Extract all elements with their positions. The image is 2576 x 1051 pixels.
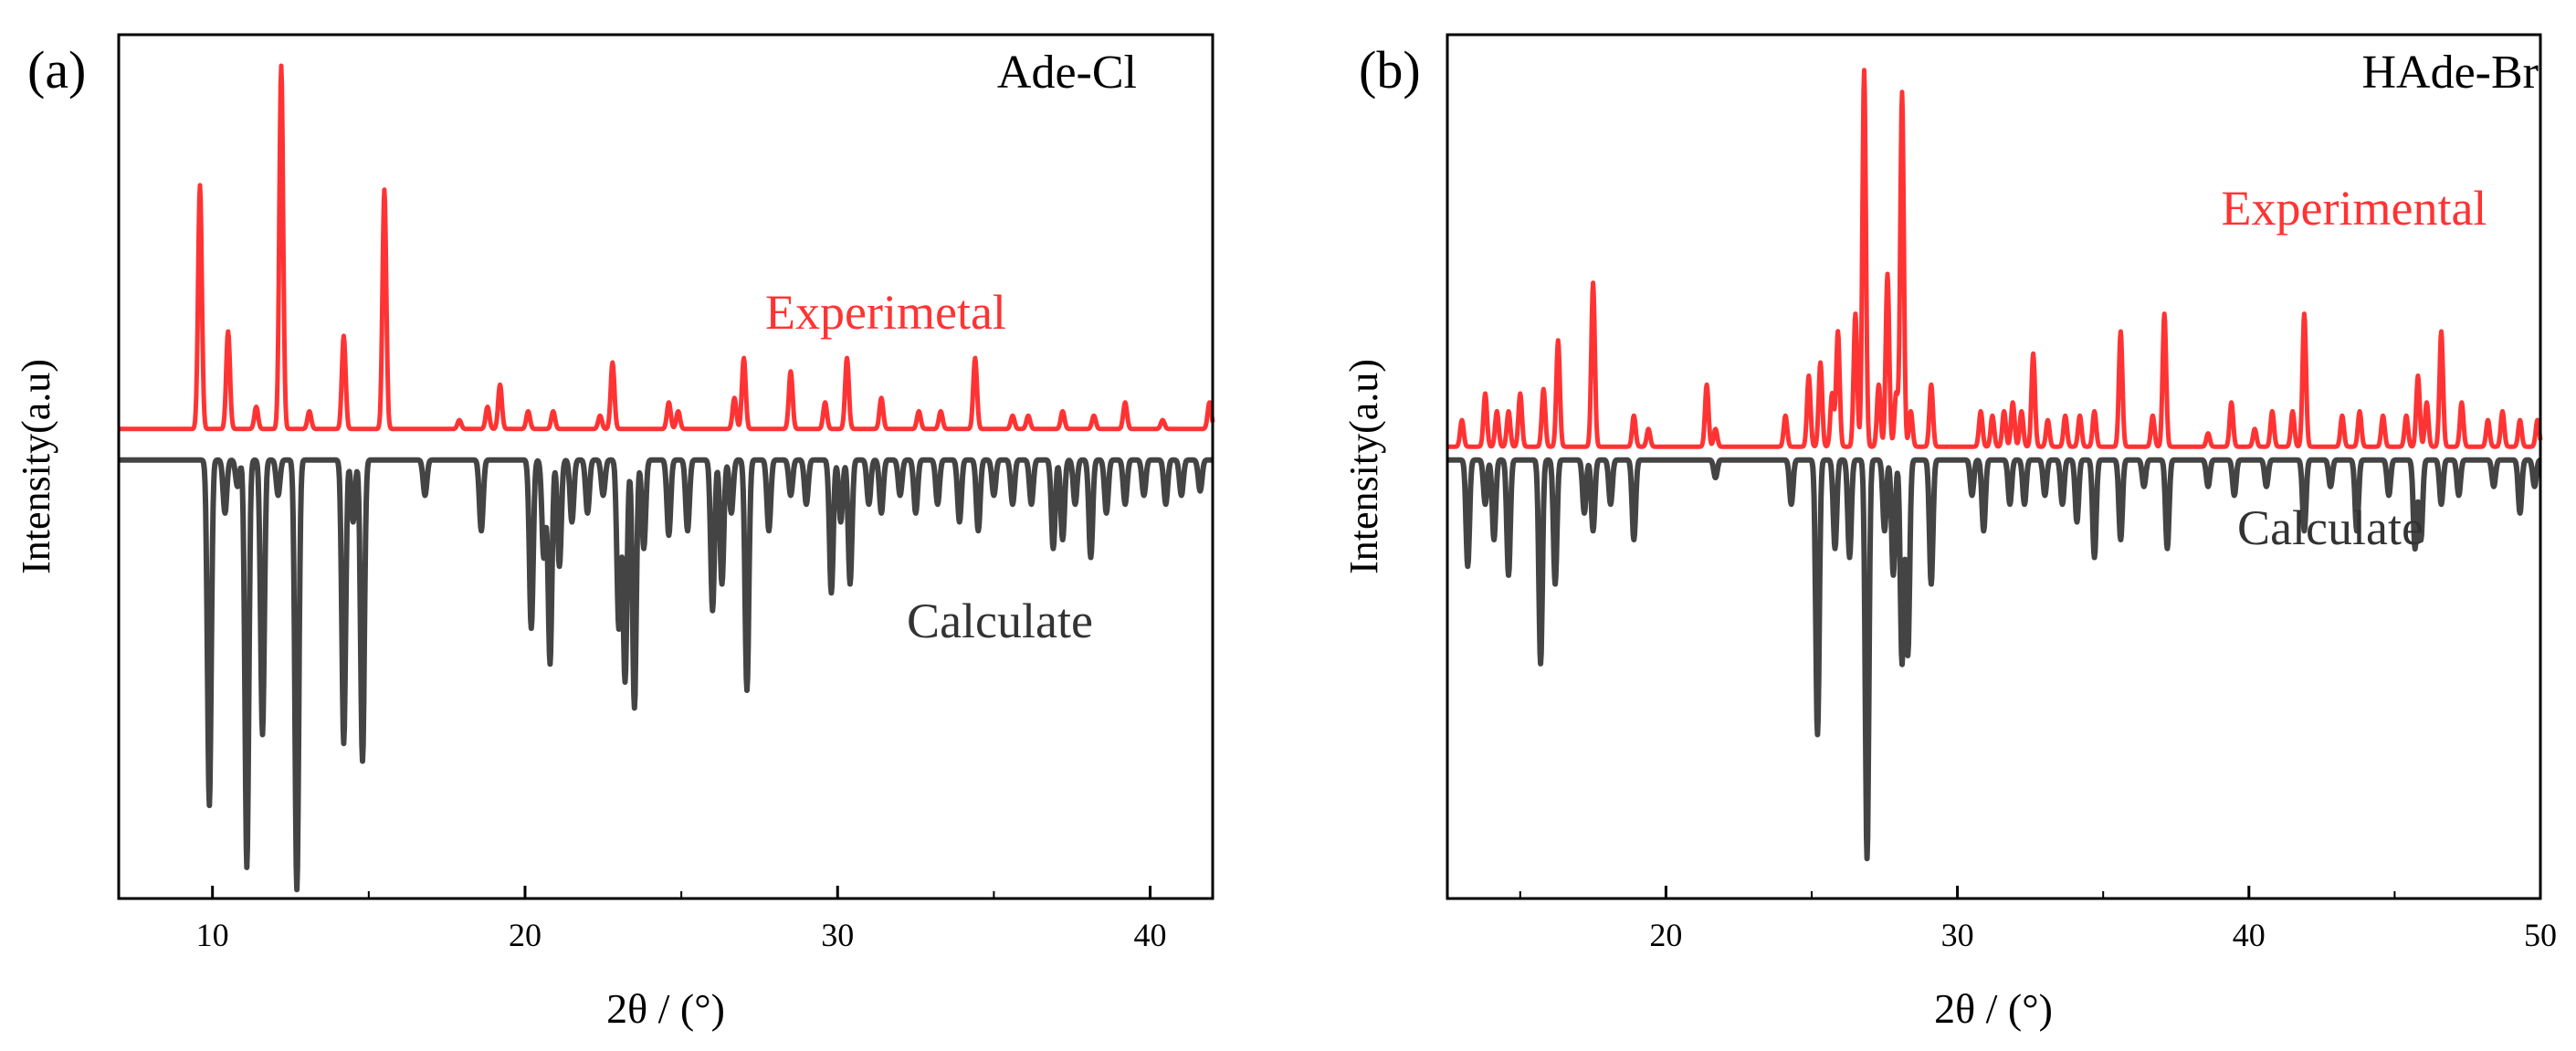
panel-b-x-ticks: 20 30 40 50	[1519, 886, 2557, 953]
panel-a-calculate-label: Calculate	[907, 594, 1093, 648]
panel-b-axes-frame	[1446, 33, 2542, 900]
x-tick-label: 50	[2524, 917, 2557, 953]
x-tick-label: 30	[821, 917, 854, 953]
panel-a-experimental-series-line	[117, 63, 1215, 432]
panel-b-title: HAde-Br	[2361, 47, 2539, 99]
panel-b-calculate-label: Calculate	[2237, 500, 2424, 555]
panel-b-plot	[1445, 68, 2543, 862]
panel-a-label: (a)	[27, 40, 86, 100]
x-tick-label: 10	[196, 917, 229, 953]
panel-a-plot	[116, 63, 1215, 893]
panel-a: (a) Ade-Cl 10 20 30 40 Experimetal Calculat…	[14, 33, 1215, 1032]
panel-b-experimental-series-line	[1446, 68, 2543, 449]
panel-b-label: (b)	[1359, 40, 1421, 100]
panel-a-x-axis-label: 2θ / (°)	[606, 985, 725, 1032]
x-tick-label: 20	[509, 917, 541, 953]
panel-a-calculate-series-line	[116, 457, 1215, 893]
x-tick-label: 20	[1649, 917, 1682, 953]
panel-b-experimental-label: Experimental	[2222, 181, 2487, 236]
panel-b: (b) HAde-Br 20 30 40 50 Experimental Calcul…	[1341, 33, 2557, 1032]
x-tick-label: 40	[2233, 917, 2266, 953]
x-tick-label: 40	[1134, 917, 1167, 953]
panel-a-y-axis-label: Intensity(a.u)	[14, 359, 58, 574]
panel-b-y-axis-label: Intensity(a.u)	[1341, 359, 1386, 574]
panel-b-calculate-series-line	[1445, 457, 2543, 862]
panel-a-x-ticks: 10 20 30 40	[196, 886, 1167, 953]
panel-a-axes-frame	[117, 33, 1214, 900]
panel-b-x-axis-label: 2θ / (°)	[1934, 985, 2053, 1032]
x-tick-label: 30	[1941, 917, 1974, 953]
panel-a-experimental-label: Experimetal	[765, 285, 1006, 340]
panel-a-title: Ade-Cl	[997, 47, 1137, 99]
